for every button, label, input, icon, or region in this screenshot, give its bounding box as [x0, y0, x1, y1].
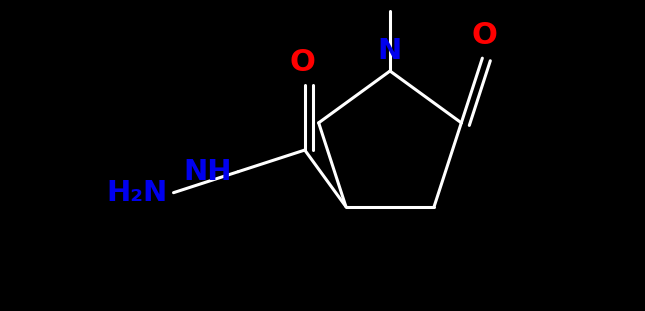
Text: O: O — [471, 21, 497, 50]
Text: O: O — [290, 48, 315, 77]
Text: NH: NH — [184, 158, 232, 186]
Text: H₂N: H₂N — [106, 179, 168, 207]
Text: N: N — [378, 37, 402, 65]
